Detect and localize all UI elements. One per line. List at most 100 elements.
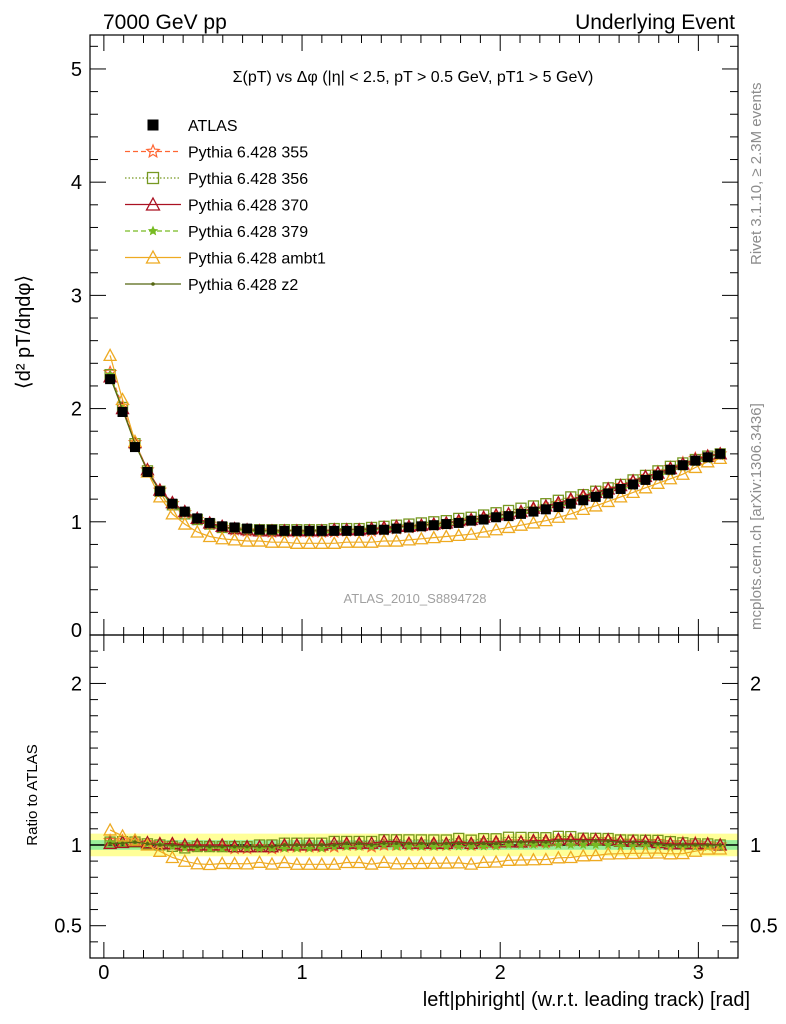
- ratio-point-pythia-6-428-ambt1: [675, 846, 690, 860]
- legend-label-pythia-6-428-ambt1: Pythia 6.428 ambt1: [188, 251, 326, 268]
- data-point-atlas: [142, 466, 153, 477]
- rivet-version-label: Rivet 3.1.10, ≥ 2.3M events: [748, 83, 765, 266]
- data-point-atlas: [154, 486, 165, 497]
- data-point-pythia-6-428-ambt1: [401, 532, 417, 546]
- data-point-pythia-6-428-ambt1: [650, 475, 666, 489]
- data-point-pythia-6-428-ambt1: [488, 522, 504, 536]
- ratio-point-pythia-6-428-379: [466, 841, 476, 851]
- ratio-point-pythia-6-428-z2: [568, 838, 573, 843]
- ratio-point-pythia-6-428-z2: [581, 839, 586, 843]
- ratio-point-pythia-6-428-ambt1: [563, 850, 578, 864]
- data-point-atlas: [403, 522, 414, 533]
- ratio-point-pythia-6-428-z2: [195, 844, 200, 849]
- data-point-pythia-6-428-ambt1: [165, 506, 180, 520]
- ratio-point-pythia-6-428-ambt1: [152, 843, 167, 857]
- ratio-y-tick-label: 2: [71, 673, 82, 695]
- series-line-pythia-6-428-355: [109, 372, 721, 533]
- data-point-atlas: [540, 504, 551, 515]
- ratio-point-pythia-6-428-z2: [183, 844, 187, 849]
- data-point-pythia-6-428-ambt1: [215, 531, 230, 545]
- data-point-pythia-6-428-ambt1: [177, 516, 192, 530]
- y-tick-label: 0: [71, 620, 82, 642]
- ratio-point-pythia-6-428-ambt1: [513, 852, 529, 866]
- ratio-point-pythia-6-428-ambt1: [613, 846, 628, 860]
- data-point-atlas: [391, 523, 402, 534]
- series-line-pythia-6-428-379: [109, 374, 721, 534]
- ratio-point-pythia-6-428-379: [279, 843, 290, 853]
- ratio-y-tick-label: 0.5: [54, 916, 82, 938]
- data-point-pythia-6-428-ambt1: [289, 535, 304, 549]
- ratio-point-pythia-6-428-z2: [469, 841, 473, 846]
- data-point-pythia-6-428-ambt1: [364, 534, 379, 548]
- ratio-point-pythia-6-428-ambt1: [601, 846, 616, 860]
- data-point-pythia-6-428-ambt1: [190, 524, 205, 538]
- ratio-point-pythia-6-428-z2: [133, 840, 137, 844]
- ratio-point-pythia-6-428-ambt1: [177, 853, 192, 867]
- ratio-point-pythia-6-428-379: [354, 841, 364, 851]
- ratio-point-pythia-6-428-z2: [531, 840, 536, 844]
- y-tick-label: 4: [71, 172, 82, 194]
- legend-label-pythia-6-428-379: Pythia 6.428 379: [188, 224, 308, 241]
- ratio-point-pythia-6-428-z2: [319, 843, 324, 847]
- ratio-point-pythia-6-428-z2: [718, 843, 723, 847]
- data-point-atlas: [167, 498, 178, 509]
- ratio-point-pythia-6-428-ambt1: [538, 852, 553, 866]
- ratio-point-pythia-6-428-z2: [705, 843, 710, 847]
- data-point-atlas: [266, 524, 277, 535]
- ratio-point-pythia-6-428-ambt1: [165, 850, 180, 864]
- ratio-point-pythia-6-428-379: [454, 841, 464, 851]
- data-point-atlas: [677, 460, 688, 471]
- data-point-pythia-6-428-ambt1: [688, 460, 703, 474]
- ratio-point-pythia-6-428-z2: [681, 843, 685, 847]
- x-tick-label: 2: [495, 962, 506, 984]
- ratio-point-pythia-6-428-ambt1: [414, 856, 429, 870]
- data-point-pythia-6-428-ambt1: [588, 498, 603, 512]
- data-point-pythia-6-428-ambt1: [376, 533, 392, 547]
- ratio-point-pythia-6-428-z2: [606, 839, 610, 843]
- data-point-atlas: [329, 525, 340, 536]
- ratio-point-pythia-6-428-379: [441, 841, 451, 851]
- data-point-pythia-6-428-ambt1: [227, 532, 242, 546]
- ratio-point-pythia-6-428-370: [152, 836, 167, 850]
- ratio-y-tick-label: 1: [71, 835, 82, 857]
- data-point-pythia-6-428-ambt1: [501, 520, 516, 534]
- ratio-point-pythia-6-428-z2: [332, 843, 337, 847]
- legend-label-pythia-6-428-356: Pythia 6.428 356: [188, 171, 308, 188]
- legend-marker-pythia-6-428-355: [145, 143, 161, 159]
- ratio-point-pythia-6-428-z2: [407, 841, 411, 846]
- data-point-pythia-6-428-ambt1: [613, 489, 628, 503]
- legend-marker-atlas: [147, 119, 159, 131]
- data-point-atlas: [491, 512, 502, 523]
- ratio-point-pythia-6-428-379: [317, 843, 327, 853]
- x-tick-label: 3: [693, 962, 704, 984]
- ratio-point-pythia-6-428-ambt1: [376, 854, 392, 868]
- ratio-point-pythia-6-428-ambt1: [551, 850, 566, 864]
- y-tick-label: 3: [71, 285, 82, 307]
- ratio-point-pythia-6-428-ambt1: [389, 856, 404, 870]
- ratio-point-pythia-6-428-ambt1: [239, 856, 255, 870]
- data-point-pythia-6-428-ambt1: [625, 485, 641, 499]
- ratio-point-pythia-6-428-z2: [394, 841, 399, 846]
- ratio-point-pythia-6-428-ambt1: [688, 843, 703, 857]
- data-point-atlas: [428, 520, 439, 531]
- data-point-pythia-6-428-ambt1: [115, 392, 130, 406]
- ratio-point-pythia-6-428-z2: [481, 841, 486, 846]
- ratio-point-pythia-6-428-ambt1: [713, 841, 728, 855]
- ratio-point-pythia-6-428-379: [578, 840, 588, 849]
- series-line-pythia-6-428-356: [109, 374, 721, 531]
- data-point-atlas: [515, 508, 526, 519]
- ratio-point-pythia-6-428-379: [391, 841, 402, 851]
- data-point-pythia-6-428-ambt1: [601, 494, 616, 508]
- data-point-atlas: [379, 524, 390, 535]
- ratio-point-pythia-6-428-ambt1: [215, 856, 230, 870]
- data-point-atlas: [204, 517, 215, 528]
- ratio-point-pythia-6-428-z2: [419, 841, 424, 846]
- data-point-atlas: [217, 521, 228, 532]
- ratio-point-pythia-6-428-379: [503, 840, 514, 849]
- ratio-y-axis-title: Ratio to ATLAS: [24, 744, 41, 845]
- series-line-pythia-6-428-ambt1: [109, 355, 721, 544]
- ratio-line-pythia-6-428-355: [110, 839, 721, 850]
- header-left: 7000 GeV pp: [103, 11, 227, 34]
- legend: ATLAS Pythia 6.428 355 Pythia 6.428 356 Pyt…: [125, 118, 326, 294]
- data-point-atlas: [615, 483, 626, 494]
